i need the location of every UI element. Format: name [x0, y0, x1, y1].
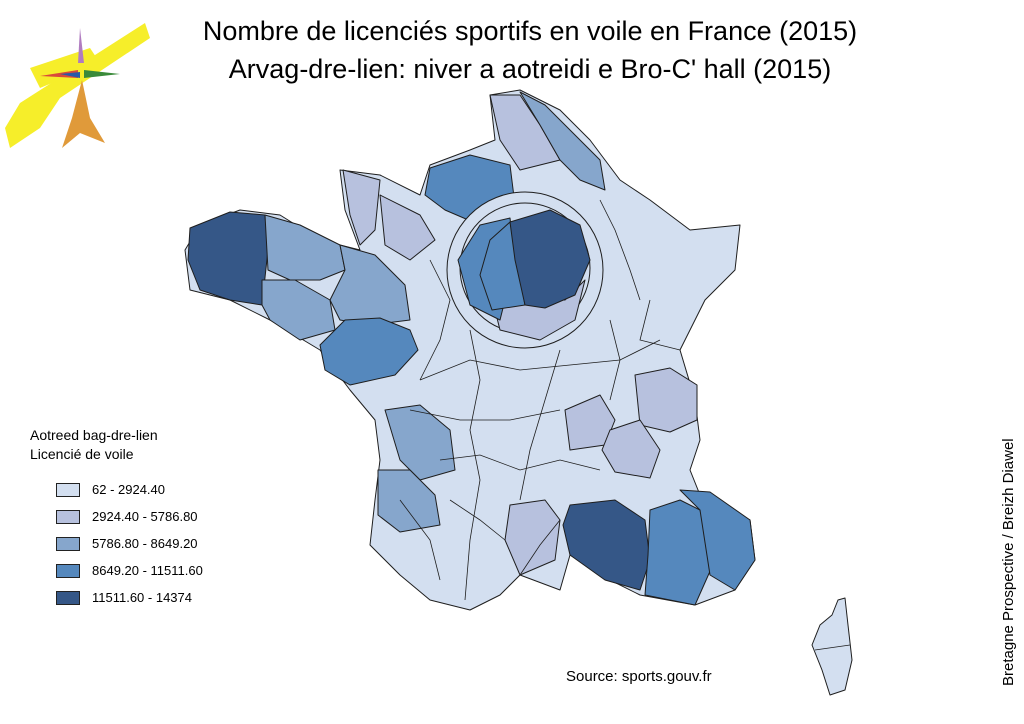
- legend-swatch: [56, 482, 80, 497]
- region-manche: [342, 169, 381, 246]
- map-legend: Aotreed bag-dre-lien Licencié de voile 6…: [30, 426, 203, 611]
- legend-label: 11511.60 - 14374: [92, 590, 192, 605]
- region-corse: [811, 597, 853, 696]
- legend-title-line-2: Licencié de voile: [30, 446, 134, 462]
- legend-label: 5786.80 - 8649.20: [92, 536, 198, 551]
- region-isere: [601, 419, 661, 479]
- region-calvados: [379, 194, 436, 261]
- legend-swatch: [56, 536, 80, 551]
- region-loire-atlantique: [319, 317, 419, 386]
- title-line-1: Nombre de licenciés sportifs en voile en…: [202, 16, 858, 46]
- region-paris: [509, 209, 591, 309]
- legend-label: 2924.40 - 5786.80: [92, 509, 198, 524]
- region-cotes-armor: [264, 214, 346, 281]
- legend-items: 62 - 2924.40 2924.40 - 5786.80 5786.80 - 8…: [30, 476, 203, 611]
- legend-item: 2924.40 - 5786.80: [30, 503, 203, 530]
- legend-item: 62 - 2924.40: [30, 476, 203, 503]
- region-morbihan: [261, 279, 336, 341]
- map-title: Nombre de licenciés sportifs en voile en…: [160, 12, 900, 88]
- region-bouches-du-rhone: [562, 499, 651, 591]
- legend-title-line-1: Aotreed bag-dre-lien: [30, 427, 158, 443]
- corse-boundary: [814, 644, 851, 651]
- department-boundaries: [399, 199, 681, 601]
- source-note: Source: sports.gouv.fr: [566, 668, 712, 685]
- region-gironde: [377, 469, 441, 533]
- region-nord: [519, 91, 606, 191]
- legend-label: 8649.20 - 11511.60: [92, 563, 203, 578]
- credit-text: Bretagne Prospective / Breizh Diawel: [1000, 438, 1017, 686]
- legend-item: 8649.20 - 11511.60: [30, 557, 203, 584]
- region-alpes-maritimes: [679, 489, 756, 591]
- region-var: [644, 499, 716, 606]
- region-charente-maritime: [384, 404, 456, 481]
- legend-item: 11511.60 - 14374: [30, 584, 203, 611]
- legend-item: 5786.80 - 8649.20: [30, 530, 203, 557]
- legend-swatch: [56, 509, 80, 524]
- legend-label: 62 - 2924.40: [92, 482, 166, 497]
- bretagne-prospective-logo-icon: [5, 23, 150, 148]
- title-line-2: Arvag-dre-lien: niver a aotreidi e Bro-C…: [228, 54, 832, 84]
- legend-swatch: [56, 563, 80, 578]
- legend-swatch: [56, 590, 80, 605]
